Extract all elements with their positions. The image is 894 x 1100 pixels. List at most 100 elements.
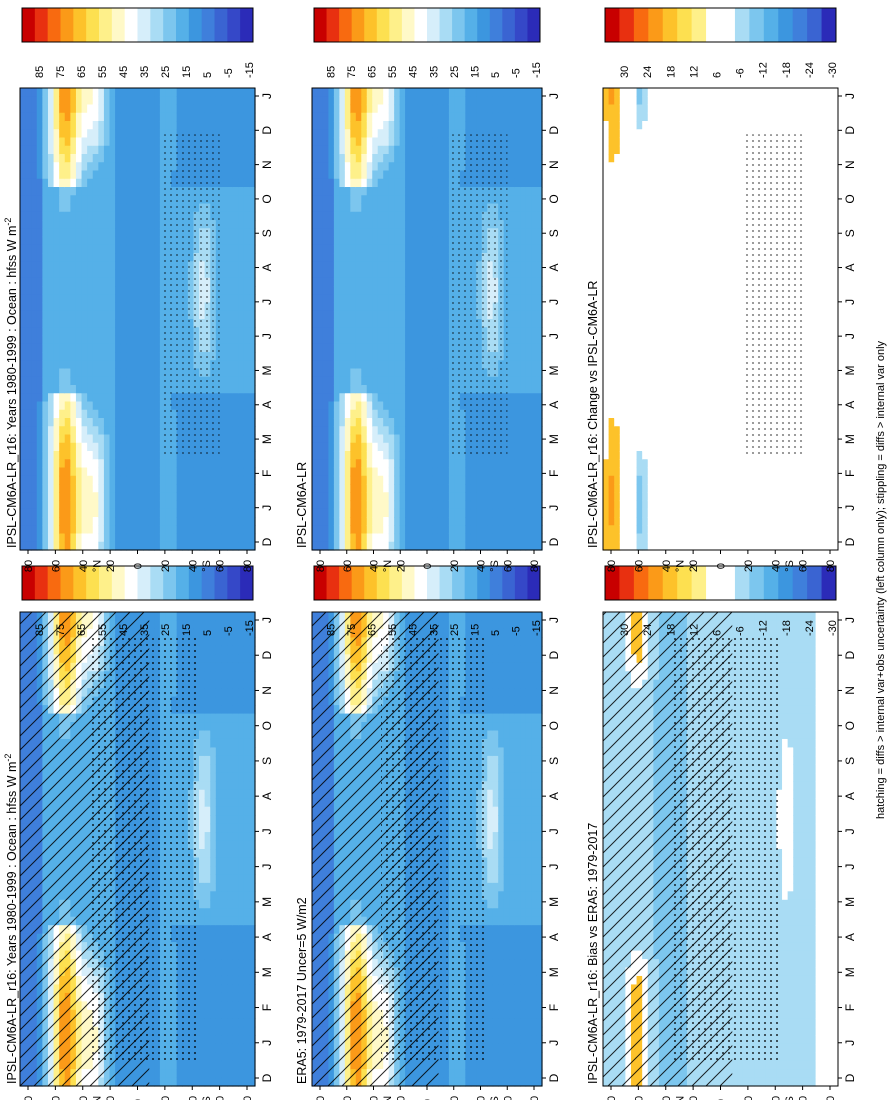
month-tick-label: M: [843, 434, 857, 444]
colorbar-label: 15: [181, 624, 193, 636]
lat-tick-label: 20: [395, 560, 407, 572]
lat-tick-label: 20: [688, 560, 700, 572]
month-tick-label: D: [260, 1073, 274, 1082]
lat-tick-label: 60: [798, 560, 810, 572]
hemisphere-label: °S: [489, 1096, 501, 1100]
panel-ipsl: 80 60 40 20 0 20 40 60 80 °N °S D J F M A M J J A S O N D J IPSL-…: [295, 7, 561, 572]
colorbar-label: -12: [758, 620, 770, 636]
month-tick-label: M: [260, 434, 274, 444]
month-tick-label: M: [547, 967, 561, 977]
month-tick-label: J: [260, 299, 274, 305]
lat-tick-label: 0: [422, 1099, 434, 1100]
lat-tick-label: 20: [395, 1096, 407, 1100]
month-tick-label: D: [260, 126, 274, 135]
month-tick-label: J: [547, 299, 561, 305]
lat-tick-label: 80: [606, 1096, 618, 1100]
month-tick-label: M: [547, 897, 561, 907]
colorbar-label: 35: [139, 66, 151, 78]
colorbar-label: -15: [244, 62, 256, 78]
month-tick-label: J: [547, 1040, 561, 1046]
month-tick-label: F: [260, 470, 274, 477]
lat-tick-label: 40: [78, 1096, 90, 1100]
colorbar-label: 6: [712, 630, 724, 636]
colorbar-label: 30: [619, 624, 631, 636]
colorbar-label: -6: [735, 626, 747, 636]
month-tick-label: A: [843, 401, 857, 409]
lat-tick-label: 60: [502, 560, 514, 572]
panel-title: ERA5: 1979-2017 Uncer=5 W/m2: [295, 897, 309, 1084]
colorbar-label: -5: [510, 626, 522, 636]
month-tick-label: S: [843, 757, 857, 765]
colorbar-label: 15: [469, 66, 481, 78]
lat-tick-label: 20: [743, 1096, 755, 1100]
month-tick-label: J: [843, 93, 857, 99]
colorbar-change: 30 24 18 12 6 -6 -12 -18 -24 -30: [604, 7, 839, 78]
month-tick-label: S: [260, 757, 274, 765]
panel-change: 80 60 40 20 0 20 40 60 80 °N °S D J F M A M J J A S O N D J IPSL-…: [586, 7, 857, 572]
lat-tick-label: 80: [315, 560, 327, 572]
colorbar-label: 12: [688, 66, 700, 78]
month-tick-label: J: [843, 864, 857, 870]
lat-tick-label: 80: [242, 1096, 254, 1100]
month-tick-label: N: [547, 160, 561, 169]
month-tick-label: J: [547, 617, 561, 623]
month-tick-label: J: [843, 505, 857, 511]
colorbar-label: 35: [428, 624, 440, 636]
colorbar-label: 12: [688, 624, 700, 636]
colorbar-label: -24: [804, 62, 816, 78]
month-tick-label: J: [547, 505, 561, 511]
panel-title: IPSL-CM6A-LR_r16: Years 1980-1999 : Ocea…: [3, 754, 19, 1084]
lat-tick-label: 60: [633, 560, 645, 572]
lat-tick-label: 0: [422, 563, 434, 569]
colorbar-label: 75: [346, 624, 358, 636]
colorbar-label: 15: [181, 66, 193, 78]
month-tick-label: J: [260, 617, 274, 623]
month-tick-label: M: [547, 365, 561, 375]
hemisphere-label: °N: [674, 1096, 686, 1100]
month-tick-label: D: [843, 537, 857, 546]
lat-tick-label: 80: [315, 1096, 327, 1100]
colorbar-label: 35: [139, 624, 151, 636]
colorbar-label: 65: [76, 624, 88, 636]
heatmap-change: [603, 88, 839, 551]
lat-tick-label: 20: [743, 560, 755, 572]
month-tick-label: S: [260, 229, 274, 237]
stippling-overlay: [673, 635, 780, 1063]
month-tick-label: J: [547, 93, 561, 99]
month-tick-label: S: [547, 229, 561, 237]
month-tick-label: D: [843, 126, 857, 135]
colorbar-label: 30: [619, 66, 631, 78]
lat-tick-label: 60: [50, 560, 62, 572]
lat-tick-label: 0: [716, 563, 728, 569]
month-tick-label: A: [843, 792, 857, 800]
lat-tick-label: 80: [242, 560, 254, 572]
month-tick-label: J: [260, 1040, 274, 1046]
month-tick-label: A: [843, 264, 857, 272]
hemisphere-label: °S: [201, 560, 213, 572]
lat-tick-label: 40: [369, 560, 381, 572]
colorbar-label: 25: [449, 66, 461, 78]
month-tick-label: A: [547, 933, 561, 941]
lat-tick-label: 40: [661, 560, 673, 572]
colorbar-label: 85: [326, 624, 338, 636]
panel-title: IPSL-CM6A-LR_r16: Bias vs ERA5: 1979-201…: [586, 823, 600, 1084]
colorbar-label: -18: [781, 620, 793, 636]
lat-tick-label: 40: [770, 560, 782, 572]
colorbar-label: 35: [428, 66, 440, 78]
month-tick-label: N: [547, 686, 561, 695]
colorbar-label: 55: [97, 624, 109, 636]
month-tick-label: M: [843, 897, 857, 907]
colorbar-label: 65: [367, 66, 379, 78]
month-tick-label: D: [547, 651, 561, 660]
colorbar-ipsl: 85 75 65 55 45 35 25 15 5 -5 -15: [313, 7, 543, 78]
month-tick-label: A: [547, 264, 561, 272]
month-tick-label: F: [843, 470, 857, 477]
lat-tick-label: 60: [215, 1096, 227, 1100]
hemisphere-label: °S: [784, 1096, 796, 1100]
lat-tick-label: 60: [798, 1096, 810, 1100]
month-tick-label: F: [547, 470, 561, 477]
lat-tick-label: 40: [187, 1096, 199, 1100]
colorbar-label: 65: [76, 66, 88, 78]
month-tick-label: M: [843, 967, 857, 977]
month-tick-label: N: [843, 686, 857, 695]
